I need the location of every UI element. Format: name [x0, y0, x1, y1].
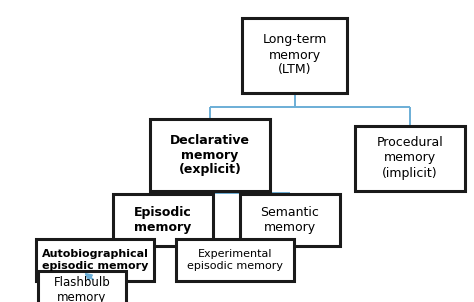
Bar: [355, 126, 465, 191]
Bar: [36, 239, 154, 281]
Text: Episodic
memory: Episodic memory: [134, 206, 192, 234]
Text: Semantic
memory: Semantic memory: [261, 206, 319, 234]
Text: Experimental
episodic memory: Experimental episodic memory: [187, 249, 283, 271]
Text: Long-term
memory
(LTM): Long-term memory (LTM): [263, 34, 327, 76]
Text: Procedural
memory
(implicit): Procedural memory (implicit): [377, 137, 443, 179]
Bar: [113, 194, 213, 246]
Bar: [240, 194, 340, 246]
Bar: [176, 239, 294, 281]
Text: Flashbulb
memory: Flashbulb memory: [54, 276, 110, 302]
Text: Declarative
memory
(explicit): Declarative memory (explicit): [170, 133, 250, 176]
Bar: [38, 271, 126, 302]
Text: Autobiographical
episodic memory: Autobiographical episodic memory: [42, 249, 148, 271]
Bar: [150, 119, 270, 191]
Bar: [243, 18, 347, 92]
